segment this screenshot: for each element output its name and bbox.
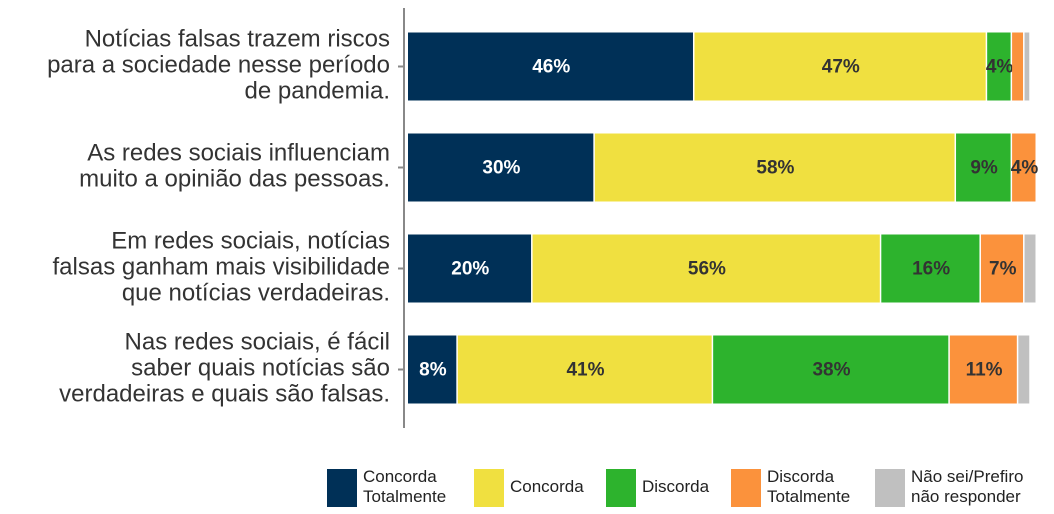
- category-line: de pandemia.: [245, 78, 390, 105]
- legend-label: Concorda: [510, 477, 584, 496]
- bar-segment: [408, 335, 457, 404]
- bar-segment: [1012, 32, 1024, 101]
- bar-segment: [594, 133, 955, 202]
- value-label: 8%: [419, 360, 447, 381]
- legend-line: Concorda: [510, 477, 584, 496]
- bar-segment: [980, 234, 1024, 303]
- category-label: As redes sociais influenciam muito a opin…: [79, 140, 390, 193]
- legend-line: não responder: [911, 487, 1021, 506]
- legend-swatch: [474, 469, 504, 507]
- bar-segment: [457, 335, 712, 404]
- value-label: 47%: [822, 57, 860, 78]
- legend-line: Discorda: [767, 467, 835, 486]
- category-label: Em redes sociais, notícias falsas ganham …: [53, 228, 391, 307]
- legend-swatch: [875, 469, 905, 507]
- category-line: As redes sociais influenciam: [87, 140, 390, 167]
- value-label: 41%: [566, 360, 604, 381]
- value-label: 4%: [1011, 158, 1039, 179]
- value-label: 11%: [966, 360, 1003, 381]
- value-label: 30%: [482, 158, 520, 179]
- value-label: 4%: [986, 57, 1014, 78]
- legend-label: Discorda: [642, 477, 710, 496]
- value-label: 38%: [812, 360, 850, 381]
- bar-segment: [408, 32, 693, 101]
- category-line: falsas ganham mais visibilidade: [53, 254, 391, 281]
- bar-segment: [408, 234, 532, 303]
- category-line: para a sociedade nesse período: [47, 52, 390, 79]
- bar-segment: [694, 32, 986, 101]
- value-label: 9%: [970, 158, 998, 179]
- legend-line: Discorda: [642, 477, 710, 496]
- value-label: 16%: [912, 259, 950, 280]
- value-label: 46%: [532, 57, 570, 78]
- legend-label: Discorda Totalmente: [767, 467, 850, 506]
- bar-segment: [1018, 335, 1030, 404]
- legend-line: Totalmente: [363, 487, 446, 506]
- value-label: 58%: [756, 158, 794, 179]
- bar-segment: [949, 335, 1017, 404]
- category-label: Nas redes sociais, é fácil saber quais no…: [59, 329, 390, 408]
- value-label: 20%: [451, 259, 489, 280]
- category-line: Notícias falsas trazem riscos: [85, 26, 390, 53]
- legend-label: Não sei/Prefiro não responder: [911, 467, 1023, 506]
- legend-swatch: [731, 469, 761, 507]
- category-line: muito a opinião das pessoas.: [79, 166, 390, 193]
- bar-segment: [987, 32, 1011, 101]
- category-line: saber quais notícias são: [131, 355, 390, 382]
- category-line: verdadeiras e quais são falsas.: [59, 381, 390, 408]
- category-line: que notícias verdadeiras.: [122, 280, 390, 307]
- bar-segment: [1024, 32, 1030, 101]
- legend-line: Totalmente: [767, 487, 850, 506]
- legend-line: Não sei/Prefiro: [911, 467, 1023, 486]
- bar-segment: [1012, 133, 1036, 202]
- bar-segment: [713, 335, 949, 404]
- bar-segment: [408, 133, 594, 202]
- bar-segment: [532, 234, 880, 303]
- value-label: 56%: [688, 259, 726, 280]
- legend-line: Concorda: [363, 467, 437, 486]
- legend-swatch: [606, 469, 636, 507]
- value-label: 7%: [989, 259, 1017, 280]
- category-line: Nas redes sociais, é fácil: [125, 329, 390, 356]
- category-label: Notícias falsas trazem riscos para a soci…: [47, 26, 390, 105]
- legend-swatch: [327, 469, 357, 507]
- bar-segment: [1024, 234, 1036, 303]
- legend-label: Concorda Totalmente: [363, 467, 446, 506]
- category-line: Em redes sociais, notícias: [111, 228, 390, 255]
- bar-segment: [956, 133, 1011, 202]
- bar-segment: [881, 234, 980, 303]
